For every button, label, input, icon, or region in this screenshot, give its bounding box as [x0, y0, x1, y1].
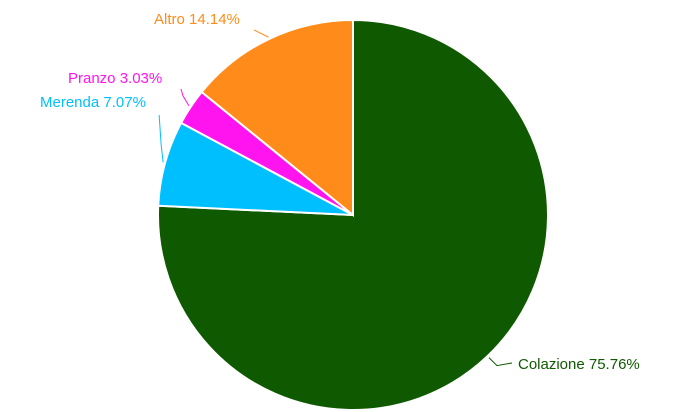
slice-label-colazione: Colazione 75.76% [518, 356, 640, 373]
leader-line-colazione [488, 357, 513, 367]
leader-lines-layer [158, 29, 513, 367]
pie-slice-altro [200, 18, 354, 218]
slice-label-pranzo: Pranzo 3.03% [68, 70, 162, 87]
leader-line-altro [253, 29, 269, 38]
leader-line-pranzo [180, 88, 190, 107]
slice-label-altro: Altro 14.14% [154, 11, 240, 28]
slice-label-merenda: Merenda 7.07% [40, 94, 146, 111]
leader-line-merenda [158, 114, 164, 163]
pie-slice-colazione [157, 18, 549, 411]
slice-labels-layer: Colazione 75.76% Merenda 7.07% Pranzo 3.03… [40, 11, 640, 373]
slices-layer [157, 18, 549, 411]
